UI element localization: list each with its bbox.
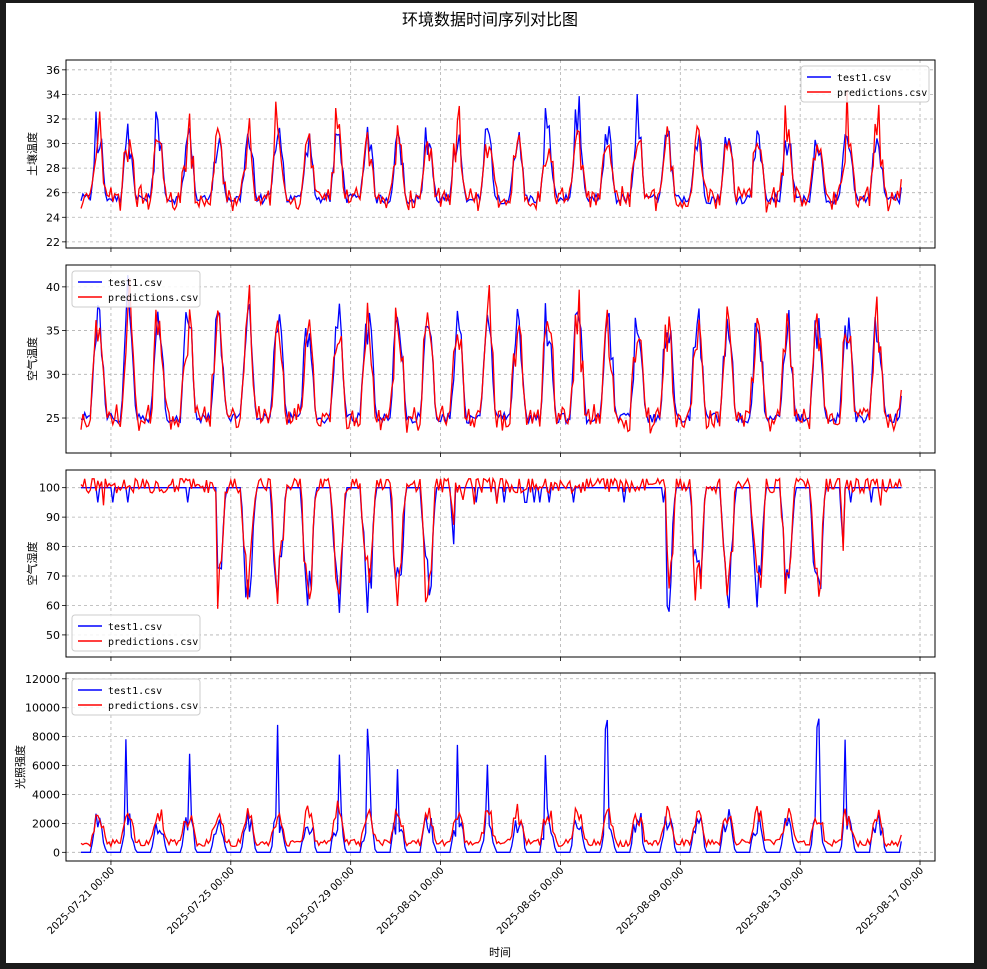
y-tick-label: 24 xyxy=(46,211,60,224)
legend-box xyxy=(71,678,201,716)
y-tick-label: 50 xyxy=(46,629,60,642)
series-line-test1 xyxy=(80,275,902,426)
y-axis-label: 光照强度 xyxy=(13,745,27,789)
y-tick-label: 2000 xyxy=(32,817,60,830)
x-tick-label: 2025-08-01 00:00 xyxy=(375,865,447,937)
chart-svg: 环境数据时间序列对比图 22 24 26 28 30 32 34 36 土壤温度 test1.cs… xyxy=(13,10,936,959)
x-axis-label: 时间 xyxy=(489,946,511,959)
y-tick-label: 34 xyxy=(46,88,60,101)
panel-3: 50 60 70 80 90 100 空气湿度 test1.csv predictions.cs… xyxy=(25,469,936,661)
y-tick-label: 28 xyxy=(46,162,60,175)
y-tick-label: 70 xyxy=(46,570,60,583)
figure: 环境数据时间序列对比图 22 24 26 28 30 32 34 36 土壤温度 test1.cs… xyxy=(6,3,974,963)
y-tick-label: 30 xyxy=(46,138,60,151)
series-line-test1 xyxy=(80,94,902,206)
y-tick-label: 12000 xyxy=(25,673,60,686)
y-tick-label: 35 xyxy=(46,325,60,338)
series-line-predictions xyxy=(80,278,902,434)
x-tick-label: 2025-07-29 00:00 xyxy=(285,865,357,937)
x-tick-label: 2025-08-17 00:00 xyxy=(855,865,927,937)
y-tick-label: 80 xyxy=(46,541,60,554)
y-tick-label: 100 xyxy=(39,482,60,495)
legend-label: predictions.csv xyxy=(837,88,927,99)
y-tick-label: 8000 xyxy=(32,731,60,744)
y-tick-label: 36 xyxy=(46,64,60,77)
legend-label: test1.csv xyxy=(108,278,162,289)
series-line-predictions xyxy=(80,800,902,849)
y-tick-label: 60 xyxy=(46,599,60,612)
y-tick-label: 25 xyxy=(46,412,60,425)
y-tick-label: 32 xyxy=(46,113,60,126)
x-tick-label: 2025-07-25 00:00 xyxy=(165,865,237,937)
series-line-test1 xyxy=(81,487,902,613)
y-tick-label: 0 xyxy=(53,846,60,859)
y-axis-label: 空气湿度 xyxy=(25,542,39,586)
plot-frame xyxy=(65,264,936,454)
y-tick-label: 6000 xyxy=(32,760,60,773)
y-tick-label: 40 xyxy=(46,281,60,294)
y-tick-label: 90 xyxy=(46,511,60,524)
figure-title: 环境数据时间序列对比图 xyxy=(402,10,578,29)
plot-frame xyxy=(65,672,936,862)
x-tick-label: 2025-08-09 00:00 xyxy=(615,865,687,937)
legend-box xyxy=(71,614,201,652)
legend: test1.csv predictions.csv xyxy=(71,678,201,716)
legend: test1.csv predictions.csv xyxy=(71,270,201,308)
series-line-predictions xyxy=(80,90,902,213)
y-axis-label: 土壤温度 xyxy=(25,132,39,176)
legend-label: predictions.csv xyxy=(108,701,198,712)
legend-box xyxy=(800,65,930,103)
panel-1: 22 24 26 28 30 32 34 36 土壤温度 test1.csv predictions… xyxy=(25,59,936,252)
legend-label: test1.csv xyxy=(108,622,162,633)
y-axis-label: 空气温度 xyxy=(25,337,39,381)
legend-label: predictions.csv xyxy=(108,637,198,648)
y-tick-label: 4000 xyxy=(32,788,60,801)
legend-label: test1.csv xyxy=(837,73,891,84)
legend-label: test1.csv xyxy=(108,686,162,697)
plot-frame xyxy=(65,469,936,658)
series-line-test1 xyxy=(81,718,902,853)
x-tick-label: 2025-07-21 00:00 xyxy=(46,865,118,937)
plot-frame xyxy=(65,59,936,249)
x-tick-label: 2025-08-05 00:00 xyxy=(495,865,567,937)
y-tick-label: 10000 xyxy=(25,702,60,715)
legend-box xyxy=(71,270,201,308)
series-line-predictions xyxy=(80,476,902,609)
y-tick-label: 22 xyxy=(46,236,60,249)
y-tick-label: 30 xyxy=(46,368,60,381)
y-tick-label: 26 xyxy=(46,187,60,200)
panel-2: 25 30 35 40 空气温度 test1.csv predictions.csv xyxy=(25,264,936,457)
panel-4: 0 2000 4000 6000 8000 10000 12000 光照强度 test1.csv… xyxy=(13,672,936,865)
legend: test1.csv predictions.csv xyxy=(71,614,201,652)
legend-label: predictions.csv xyxy=(108,293,198,304)
legend: test1.csv predictions.csv xyxy=(800,65,930,103)
x-tick-label: 2025-08-13 00:00 xyxy=(735,865,807,937)
